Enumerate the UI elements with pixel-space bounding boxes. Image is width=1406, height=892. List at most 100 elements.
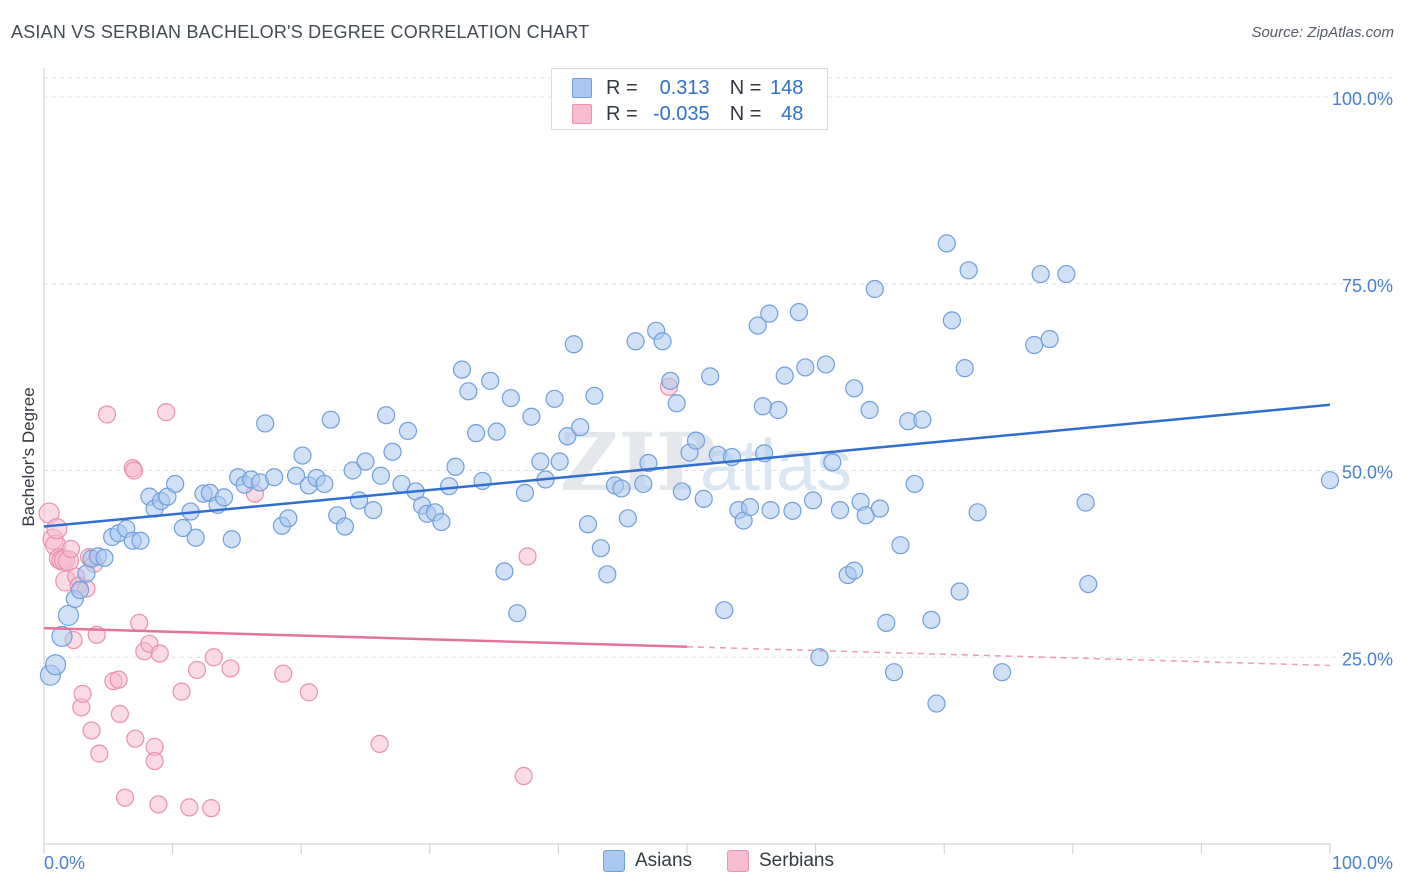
asian-point [937, 234, 956, 253]
serbian-point [82, 721, 101, 740]
asian-point [214, 488, 234, 507]
asian-point [459, 382, 478, 401]
asian-point [371, 466, 391, 485]
asian-point [286, 466, 306, 485]
asian-point [968, 503, 987, 522]
serbian-point [204, 648, 223, 667]
asian-point [694, 489, 713, 508]
asian-point [626, 332, 645, 351]
serbian-point [124, 461, 144, 480]
asian-point [891, 536, 910, 555]
asian-point [618, 509, 637, 528]
serbian-point [97, 405, 117, 424]
legend-label-asians: Asians [635, 850, 693, 871]
asian-point [748, 316, 767, 335]
serbian-point [109, 670, 128, 689]
asian-point [810, 648, 829, 667]
y-tick-label: 100.0% [1332, 89, 1393, 109]
serbian-point [73, 684, 92, 703]
serbian-point [61, 539, 81, 559]
n-value: 148 [770, 76, 804, 99]
asian-point [942, 311, 962, 330]
asian-point [131, 531, 150, 550]
asian-point [796, 358, 815, 377]
serbian-point [157, 403, 176, 422]
asian-point [186, 528, 205, 547]
asian-point [860, 400, 879, 420]
asian-point [634, 474, 653, 494]
asian-point [816, 355, 835, 374]
asian-point [870, 499, 890, 518]
asian-point [335, 517, 355, 536]
serbian-point [126, 729, 145, 748]
asian-point [884, 663, 904, 682]
asian-point [1031, 264, 1050, 284]
asian-point [955, 359, 974, 378]
asian-point [1025, 335, 1044, 355]
asian-point [715, 601, 734, 620]
asian-point [173, 518, 192, 538]
asian-point [343, 461, 362, 480]
asian-point [959, 261, 978, 280]
asian-point [830, 500, 850, 520]
serbian-point [180, 798, 199, 817]
asian-point [446, 457, 465, 476]
r-label: R = [606, 76, 638, 99]
grid-lines [44, 77, 1395, 658]
serbian-point [130, 613, 149, 632]
asian-point [769, 400, 788, 420]
serbian-point [145, 751, 164, 771]
asian-point [166, 474, 185, 494]
asian-point [761, 500, 780, 520]
serbian-point [90, 744, 109, 763]
y-tick-label: 50.0% [1342, 463, 1393, 483]
asian-point [1320, 471, 1340, 490]
asian-point [639, 453, 658, 473]
asian-point [321, 410, 340, 429]
asian-point [473, 471, 492, 491]
asian-point [1076, 493, 1095, 512]
asian-point [522, 407, 541, 426]
r-value: 0.313 [659, 76, 710, 99]
serbian-point [150, 644, 169, 663]
asian-point [70, 580, 90, 600]
n-value: 48 [781, 102, 804, 125]
asian-point [57, 604, 80, 627]
asian-point [612, 479, 631, 498]
asian-point [686, 431, 706, 450]
asian-point [823, 453, 842, 472]
asian-point [376, 406, 396, 425]
asian-point [466, 424, 486, 443]
y-tick-label: 75.0% [1342, 276, 1393, 296]
asian-point [950, 582, 969, 601]
asian-point [803, 491, 823, 510]
legend-item-serbians: Serbians [727, 850, 834, 872]
serbian-point [202, 799, 221, 818]
serbian-point [172, 682, 191, 701]
legend-label-serbians: Serbians [759, 850, 834, 871]
asian-point [265, 468, 284, 487]
axes [43, 68, 1331, 854]
asian-point [913, 410, 932, 429]
asian-point [95, 548, 114, 567]
stats-legend-row-serbians: R = -0.035 N = 48 [572, 102, 803, 126]
chart-title: ASIAN VS SERBIAN BACHELOR'S DEGREE CORRE… [11, 22, 590, 42]
asian-legend-swatch-icon [603, 850, 625, 872]
asian-swatch-icon [572, 78, 592, 98]
serbian-point [514, 766, 533, 786]
x-tick-label-end: 100.0% [1332, 853, 1393, 873]
asian-point [51, 625, 73, 647]
serbian-trend-line [43, 626, 688, 649]
serbian-point [518, 547, 537, 566]
asian-point [865, 279, 884, 299]
asian-point [922, 610, 941, 630]
asian-point [760, 304, 779, 323]
serbian-point [370, 734, 389, 754]
serbian-trend-extension [686, 646, 1331, 667]
asian-points [39, 234, 1340, 713]
asian-point [653, 332, 672, 351]
y-axis-label: Bachelor's Degree [19, 387, 38, 526]
asian-point [508, 604, 527, 623]
asian-point [432, 512, 451, 532]
asian-point [845, 379, 864, 398]
